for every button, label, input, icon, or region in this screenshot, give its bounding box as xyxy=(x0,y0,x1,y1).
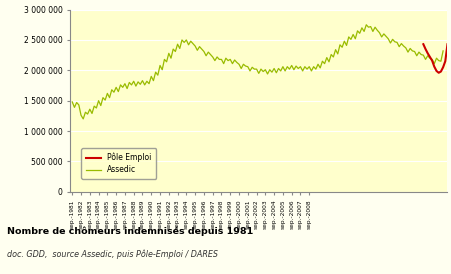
Assedic xyxy=(251,67,257,71)
Assedic xyxy=(363,23,368,26)
Assedic xyxy=(249,66,254,69)
Assedic xyxy=(69,100,75,104)
Pôle Emploi xyxy=(444,42,449,46)
Assedic xyxy=(267,68,272,71)
Pôle Emploi xyxy=(426,55,432,59)
Pôle Emploi xyxy=(422,47,427,51)
Pôle Emploi xyxy=(442,59,447,63)
Text: doc. GDD,  source Assedic, puis Pôle-Emploi / DARES: doc. GDD, source Assedic, puis Pôle-Empl… xyxy=(7,249,217,259)
Legend: Pôle Emploi, Assedic: Pôle Emploi, Assedic xyxy=(81,148,156,179)
Pôle Emploi xyxy=(439,66,445,69)
Pôle Emploi xyxy=(424,52,429,55)
Pôle Emploi xyxy=(433,69,438,73)
Assedic xyxy=(80,117,86,121)
Assedic xyxy=(124,87,129,90)
Assedic xyxy=(439,49,445,53)
Pôle Emploi xyxy=(437,70,442,73)
Line: Assedic: Assedic xyxy=(72,25,442,119)
Pôle Emploi xyxy=(431,65,436,68)
Assedic xyxy=(405,50,410,54)
Pôle Emploi xyxy=(420,42,425,46)
Pôle Emploi xyxy=(428,59,434,62)
Assedic xyxy=(210,55,215,59)
Text: Nombre de chômeurs indemnisés depuis 1981: Nombre de chômeurs indemnisés depuis 198… xyxy=(7,226,253,236)
Line: Pôle Emploi: Pôle Emploi xyxy=(423,44,446,73)
Pôle Emploi xyxy=(435,71,441,75)
